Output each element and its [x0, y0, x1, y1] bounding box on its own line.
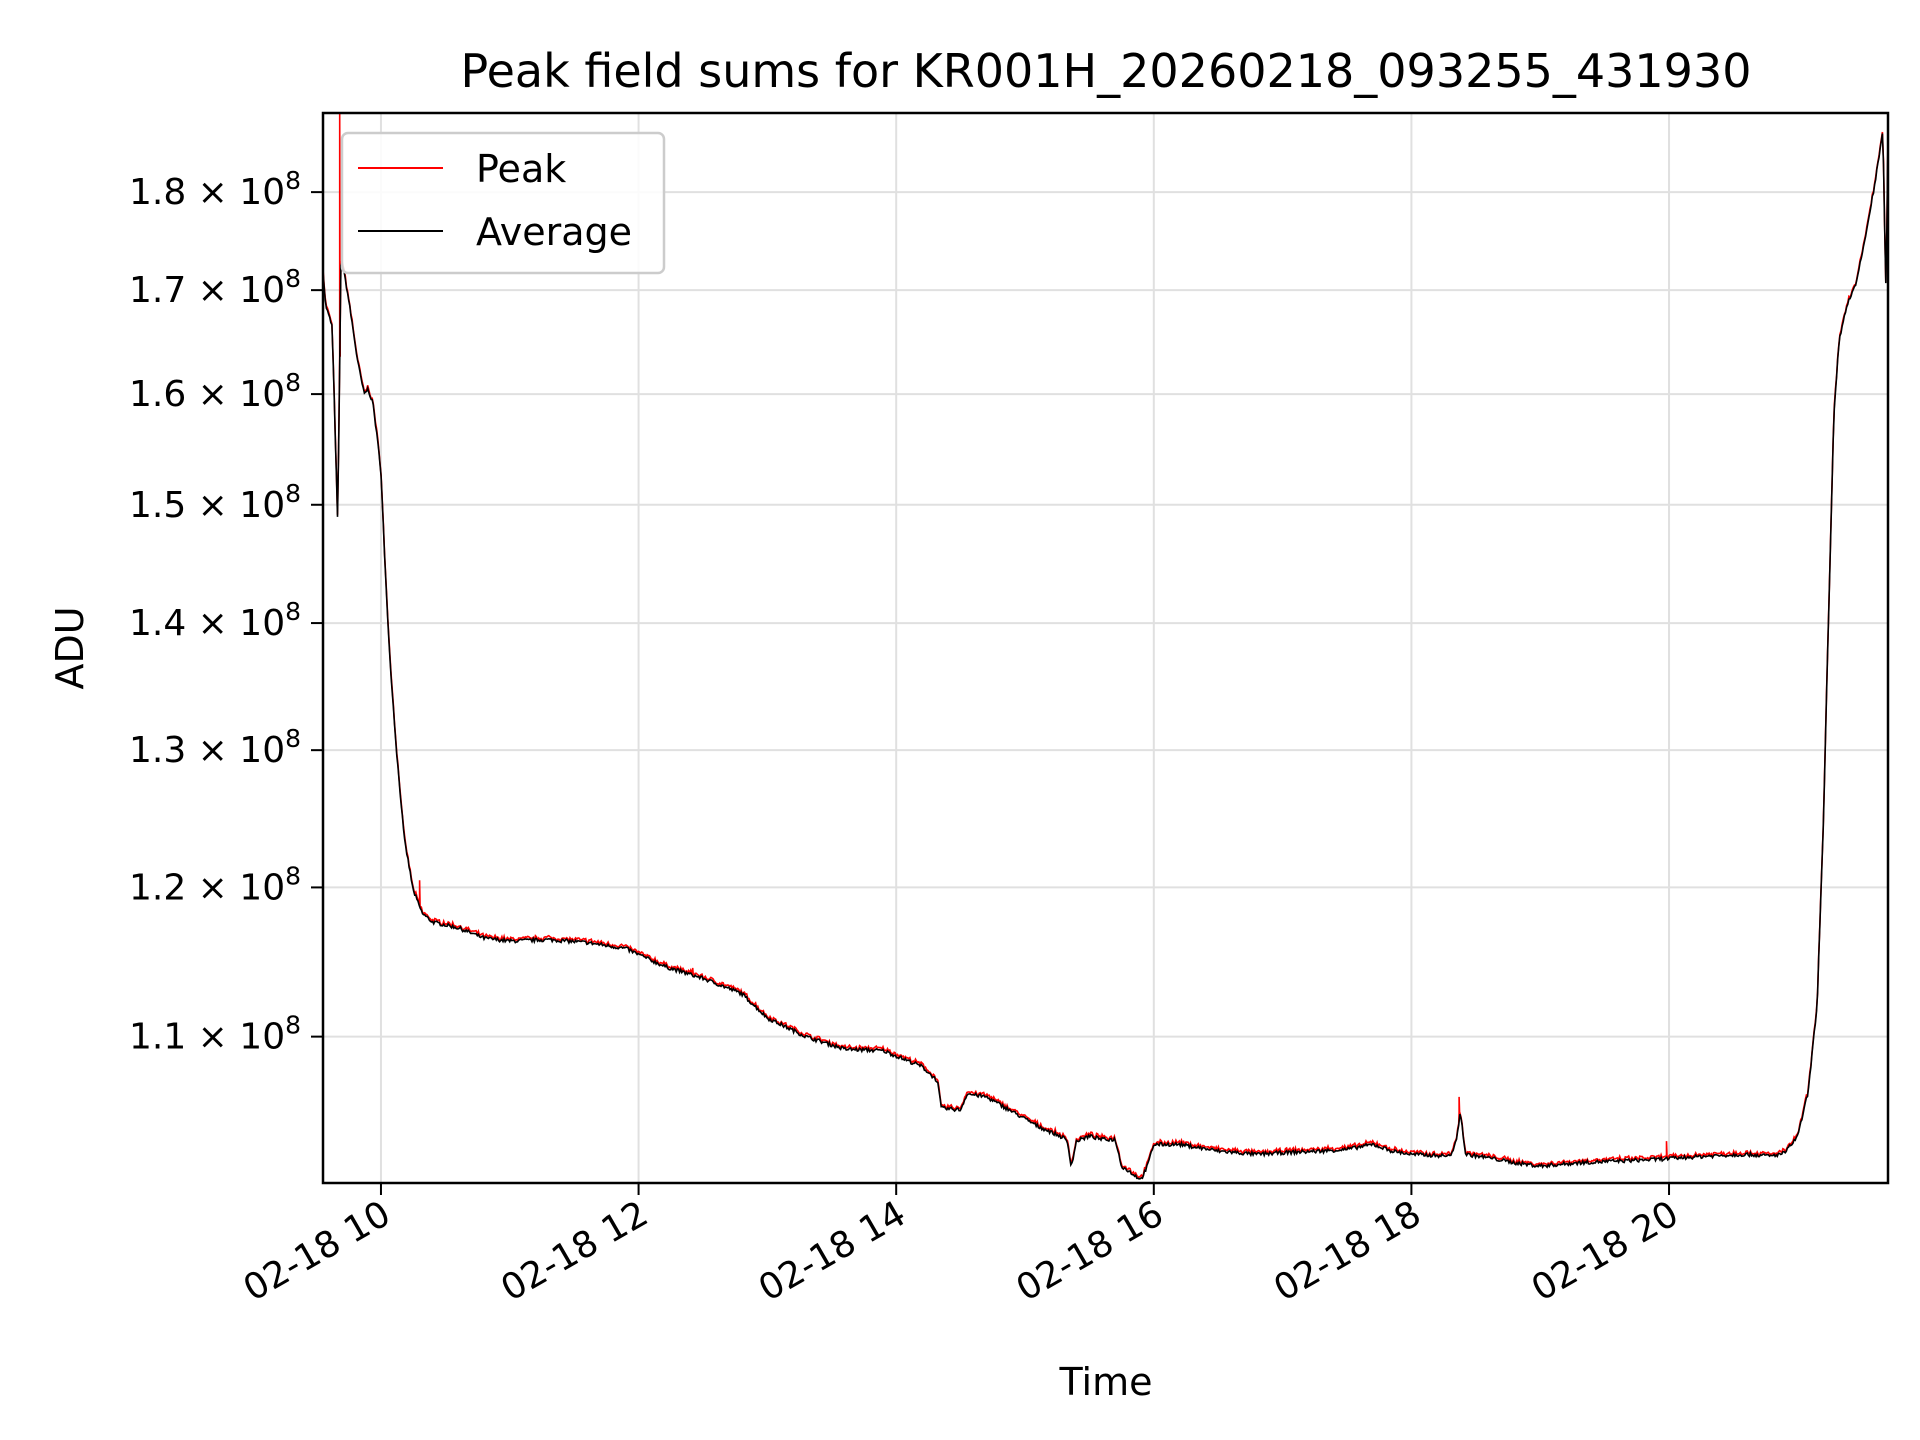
legend: Peak Average: [340, 131, 666, 275]
y-tick-mantissa: 1.2: [129, 867, 186, 908]
grid: [323, 113, 1888, 1183]
y-tick-label: 1.1 × 108: [129, 1011, 301, 1058]
y-tick-exponent: 8: [285, 724, 301, 753]
y-tick-mantissa: 1.5: [129, 485, 186, 526]
chart-title: Peak field sums for KR001H_20260218_0932…: [461, 44, 1752, 98]
y-tick-label: 1.8 × 108: [129, 166, 301, 213]
y-tick-mantissa: 1.7: [129, 270, 186, 311]
y-tick-exponent: 8: [285, 597, 301, 626]
legend-average-label: Average: [476, 210, 632, 254]
y-tick-exponent: 8: [285, 264, 301, 293]
y-axis-label: ADU: [48, 606, 92, 689]
y-tick-exponent: 8: [285, 479, 301, 508]
x-axis-label: Time: [1059, 1360, 1153, 1404]
y-tick-label: 1.5 × 108: [129, 479, 301, 526]
y-tick-label: 1.4 × 108: [129, 597, 301, 644]
legend-peak-label: Peak: [476, 147, 566, 191]
y-tick-label: 1.7 × 108: [129, 264, 301, 311]
y-tick-exponent: 8: [285, 861, 301, 890]
y-tick-label: 1.2 × 108: [129, 861, 301, 908]
y-tick-exponent: 8: [285, 166, 301, 195]
series-line-peak: [323, 113, 1888, 1179]
y-tick-exponent: 8: [285, 368, 301, 397]
y-tick-mantissa: 1.4: [129, 603, 186, 644]
y-tick-exponent: 8: [285, 1011, 301, 1040]
y-tick-mantissa: 1.3: [129, 730, 186, 771]
y-tick-mantissa: 1.1: [129, 1017, 186, 1058]
y-tick-mantissa: 1.8: [129, 172, 186, 213]
series-layer: [323, 113, 1888, 1180]
y-tick-label: 1.3 × 108: [129, 724, 301, 771]
y-tick-label: 1.6 × 108: [129, 368, 301, 415]
y-tick-mantissa: 1.6: [129, 374, 186, 415]
series-line-average: [323, 133, 1888, 1180]
plot-frame: [321, 111, 1890, 1185]
